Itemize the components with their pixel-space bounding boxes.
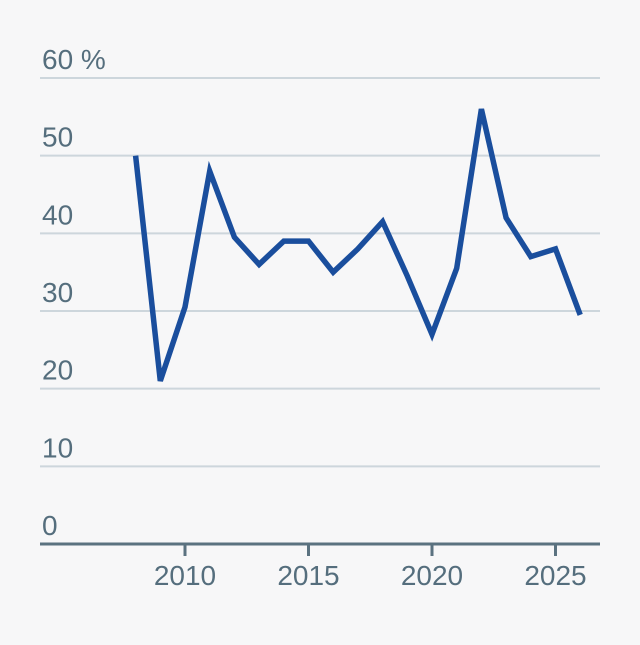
x-axis-label-2020: 2020 bbox=[401, 560, 463, 591]
y-axis-label-0: 0 bbox=[42, 510, 58, 541]
y-axis-label-40: 40 bbox=[42, 199, 73, 230]
y-axis-label-50: 50 bbox=[42, 122, 73, 153]
y-axis-label-60: 60 % bbox=[42, 44, 106, 75]
x-axis-label-2010: 2010 bbox=[154, 560, 216, 591]
y-axis-label-30: 30 bbox=[42, 277, 73, 308]
x-axis-label-2015: 2015 bbox=[277, 560, 339, 591]
y-axis-label-10: 10 bbox=[42, 432, 73, 463]
data-line-percentage-line bbox=[132, 108, 583, 382]
y-axis-label-20: 20 bbox=[42, 355, 73, 386]
x-axis-label-2025: 2025 bbox=[524, 560, 586, 591]
